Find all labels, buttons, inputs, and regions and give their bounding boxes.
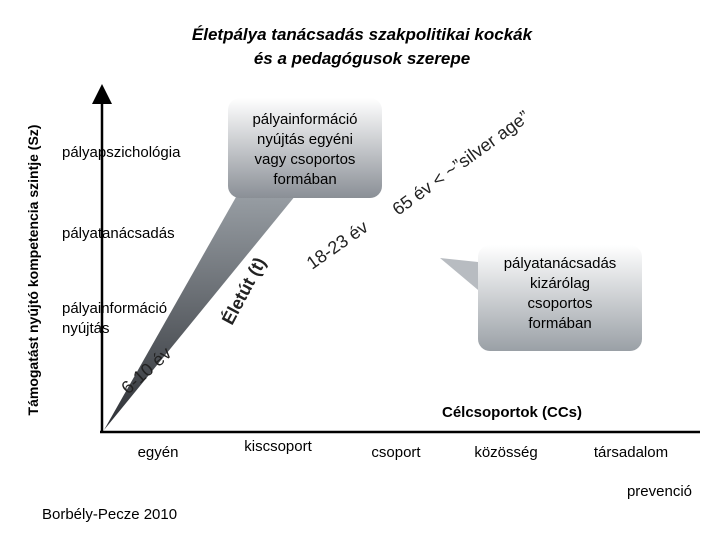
callout-line: kizárólag — [530, 275, 590, 292]
callout-line: formában — [528, 315, 591, 332]
title-line: Életpálya tanácsadás szakpolitikai kocká… — [192, 25, 534, 44]
x-category: egyén — [138, 444, 179, 461]
callout-line: pályainformáció — [252, 111, 357, 128]
callout-line: formában — [273, 171, 336, 188]
x-note: prevenció — [627, 483, 692, 500]
callout-pointer — [440, 258, 490, 300]
x-category: kiscsoport — [244, 438, 312, 455]
callout-line: nyújtás egyéni — [257, 131, 353, 148]
x-category: közösség — [474, 444, 537, 461]
footer: Borbély-Pecze 2010 — [42, 506, 177, 523]
callout-line: pályatanácsadás — [504, 255, 617, 272]
callout-box — [478, 245, 642, 351]
x-category: társadalom — [594, 444, 668, 461]
diagonal-label: 18-23 év — [303, 217, 372, 274]
callout-text: pályatanácsadás kizárólag csoportos formába… — [504, 255, 617, 332]
y-level: pályainformáció — [62, 300, 167, 317]
y-levels: pályapszichológia pályatanácsadás pályainf… — [62, 144, 181, 337]
callout-text: pályainformáció nyújtás egyéni vagy csopor… — [252, 111, 357, 188]
callout-pointer — [104, 190, 300, 430]
title-line: és a pedagógusok szerepe — [254, 49, 470, 68]
x-axis-label: Célcsoportok (CCs) — [442, 404, 582, 421]
callout-box — [228, 98, 382, 198]
x-category: csoport — [371, 444, 421, 461]
callout-line: vagy csoportos — [255, 151, 356, 168]
y-level: pályatanácsadás — [62, 225, 175, 242]
y-level: pályapszichológia — [62, 144, 181, 161]
diagonal-label: 6-10 év — [117, 343, 175, 398]
y-level: nyújtás — [62, 320, 110, 337]
y-axis-label: Támogatást nyújtó kompetencia szintje (S… — [25, 125, 41, 416]
x-categories: egyén kiscsoport csoport közösség társadalom — [138, 438, 669, 461]
diagonal-label: 65 év < ~”silver age” — [389, 107, 534, 220]
callout-line: csoportos — [527, 295, 592, 312]
